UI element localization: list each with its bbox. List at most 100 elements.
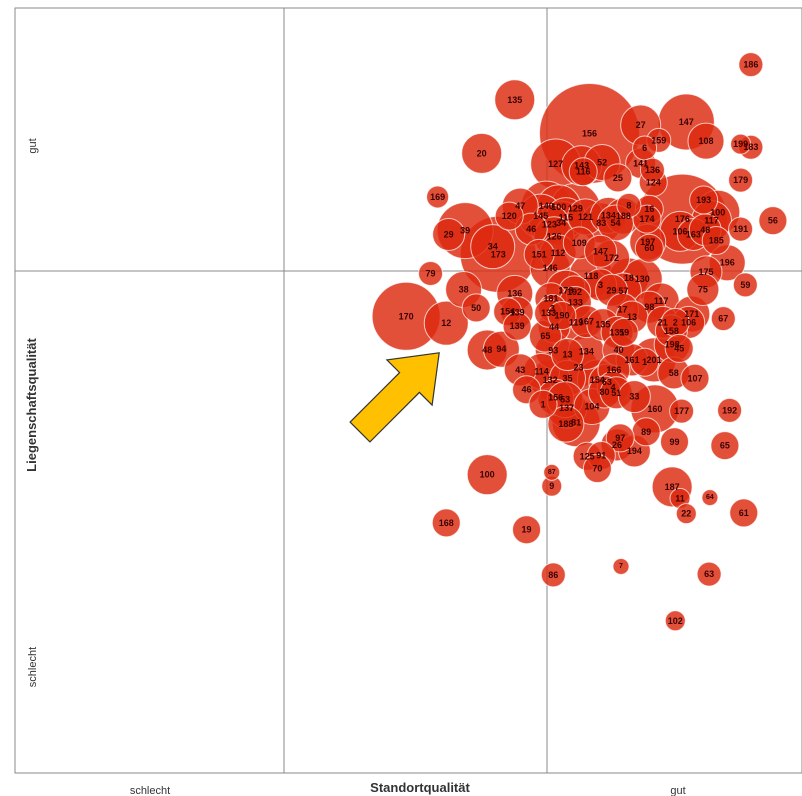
- bubble-label-194: 194: [627, 446, 642, 456]
- bubble-label-21: 21: [658, 317, 668, 327]
- bubble-label-99: 99: [669, 437, 679, 447]
- bubble-label-108: 108: [698, 136, 713, 146]
- bubble-label-176: 176: [675, 214, 690, 224]
- bubble-1: [630, 347, 660, 377]
- bubble-label-143: 143: [574, 161, 589, 171]
- bubble-168: [431, 508, 461, 538]
- bubble-label-38: 38: [459, 285, 469, 295]
- y-tick-high: gut: [27, 138, 39, 153]
- bubble-label-7: 7: [619, 563, 623, 570]
- bubble-147: [584, 234, 618, 268]
- bubble-label-193: 193: [696, 195, 711, 205]
- bubble-label-107: 107: [687, 373, 702, 383]
- bubble-label-34: 34: [556, 218, 566, 228]
- bubble-label-170: 170: [399, 311, 414, 321]
- bubble-label-39: 39: [460, 226, 470, 236]
- bubble-label-3: 3: [550, 304, 555, 314]
- bubble-186: [738, 52, 764, 78]
- bubble-label-63: 63: [704, 569, 714, 579]
- bubble-label-137: 137: [559, 403, 574, 413]
- bubble-label-106: 106: [672, 226, 687, 236]
- bubble-label-20: 20: [477, 148, 487, 158]
- bubble-label-18: 18: [624, 273, 634, 283]
- bubble-label-120: 120: [502, 211, 517, 221]
- bubble-190: [547, 301, 577, 331]
- bubble-label-154: 154: [500, 307, 515, 317]
- bubble-label-6: 6: [642, 143, 647, 153]
- bubble-label-133: 133: [541, 308, 556, 318]
- bubble-22: [675, 503, 697, 525]
- bubble-label-46: 46: [526, 224, 536, 234]
- bubble-label-47: 47: [515, 201, 525, 211]
- bubble-label-100: 100: [480, 470, 495, 480]
- bubble-label-112: 112: [551, 248, 566, 258]
- bubble-label-43: 43: [515, 365, 525, 375]
- plot-frame: [14, 7, 802, 774]
- y-tick-low: schlecht: [27, 647, 39, 687]
- bubble-label-169: 169: [430, 192, 445, 202]
- bubble-label-172: 172: [604, 253, 619, 263]
- bubble-label-171: 171: [684, 309, 699, 319]
- bubble-label-183: 183: [743, 142, 758, 152]
- bubble-20: [461, 132, 503, 174]
- bubble-label-1: 1: [541, 399, 546, 409]
- bubble-label-70: 70: [592, 464, 602, 474]
- bubble-label-133: 133: [568, 298, 583, 308]
- bubble-label-187: 187: [665, 482, 680, 492]
- bubble-6: [632, 135, 658, 161]
- bubble-59: [609, 317, 639, 347]
- bubble-label-188: 188: [558, 419, 573, 429]
- bubble-label-98: 98: [644, 302, 654, 312]
- bubble-label-23: 23: [573, 363, 583, 373]
- bubble-label-91: 91: [596, 451, 606, 461]
- bubble-50: [461, 293, 491, 323]
- bubble-label-81: 81: [571, 418, 581, 428]
- bubble-label-198: 198: [665, 340, 680, 350]
- bubble-135: [494, 79, 536, 121]
- bubble-label-59: 59: [619, 327, 629, 337]
- bubble-1: [528, 389, 558, 419]
- bubble-191: [728, 216, 754, 242]
- bubble-99: [660, 427, 690, 457]
- bubble-label-175: 175: [698, 267, 713, 277]
- bubble-label-4: 4: [611, 382, 616, 392]
- bubble-label-97: 97: [615, 433, 625, 443]
- bubble-label-60: 60: [644, 243, 654, 253]
- bubble-label-19: 19: [522, 525, 532, 535]
- bubble-label-188: 188: [616, 211, 631, 221]
- bubble-label-109: 109: [572, 238, 587, 248]
- bubble-label-58: 58: [669, 368, 679, 378]
- bubble-label-104: 104: [584, 402, 599, 412]
- bubble-layer: [371, 52, 788, 632]
- bubble-label-159: 159: [651, 135, 666, 145]
- bubble-label-102: 102: [668, 616, 683, 626]
- bubble-label-192: 192: [567, 287, 582, 297]
- bubble-label-136: 136: [507, 288, 522, 298]
- bubble-label-17: 17: [618, 304, 628, 314]
- bubble-label-151: 151: [532, 249, 547, 259]
- bubble-label-186: 186: [743, 60, 758, 70]
- bubble-label-181: 181: [543, 294, 558, 304]
- bubble-107: [680, 363, 710, 393]
- bubble-label-131: 131: [610, 327, 625, 337]
- bubble-label-134: 134: [579, 346, 594, 356]
- bubble-12: [423, 300, 469, 346]
- bubble-label-139: 139: [510, 307, 525, 317]
- bubble-136: [639, 157, 665, 183]
- bubble-label-154: 154: [590, 375, 605, 385]
- bubble-label-196: 196: [720, 258, 735, 268]
- bubble-label-114: 114: [534, 366, 549, 376]
- bubble-label-48: 48: [700, 225, 710, 235]
- bubble-label-25: 25: [613, 173, 623, 183]
- bubble-7: [612, 557, 630, 575]
- bubble-8: [616, 192, 642, 218]
- bubble-label-93: 93: [548, 346, 558, 356]
- bubble-59: [732, 272, 758, 298]
- bubble-25: [603, 163, 633, 193]
- bubble-label-173: 173: [491, 249, 506, 259]
- bubble-label-121: 121: [578, 212, 593, 222]
- bubble-label-166: 166: [606, 365, 621, 375]
- bubble-label-40: 40: [614, 345, 624, 355]
- bubble-56: [758, 206, 788, 236]
- bubble-label-80: 80: [599, 387, 609, 397]
